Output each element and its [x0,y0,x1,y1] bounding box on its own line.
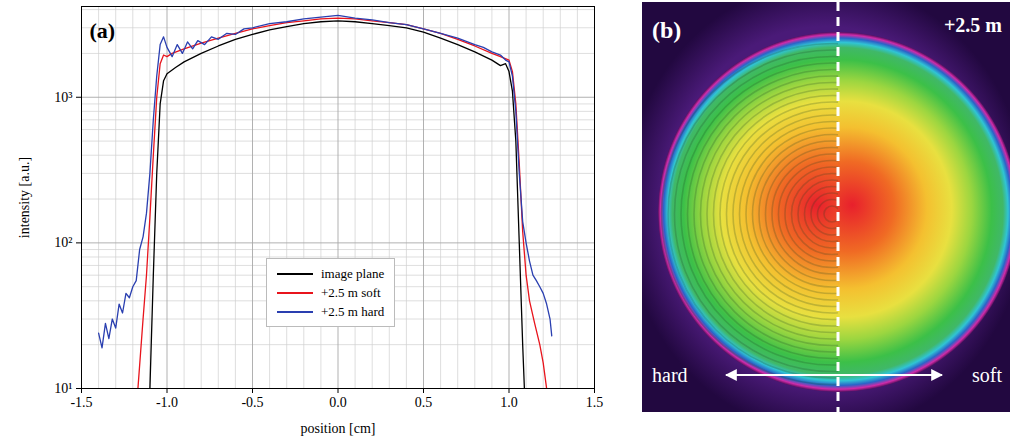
svg-text:10³: 10³ [54,90,72,105]
svg-text:(b): (b) [652,17,681,43]
svg-text:-1.5: -1.5 [70,395,92,410]
svg-text:-0.5: -0.5 [241,395,263,410]
html-text:+2.5 m hard: +2.5 m hard [321,303,385,319]
svg-text:0.0: 0.0 [329,395,347,410]
html-text:image plane: image plane [321,265,385,281]
svg-text:1.5: 1.5 [586,395,604,410]
svg-text:hard: hard [652,364,688,386]
svg-text:soft: soft [972,364,1002,386]
svg-text:10¹: 10¹ [54,381,72,396]
svg-text:0.5: 0.5 [415,395,433,410]
svg-text:(a): (a) [90,18,116,43]
svg-text:10²: 10² [54,235,72,250]
svg-text:-1.0: -1.0 [156,395,178,410]
svg-text:intensity [a.u.]: intensity [a.u.] [17,157,32,238]
svg-text:1.0: 1.0 [500,395,518,410]
svg-text:position [cm]: position [cm] [300,421,375,436]
svg-text:+2.5 m: +2.5 m [944,14,1002,36]
html-text:+2.5 m soft: +2.5 m soft [321,284,381,300]
